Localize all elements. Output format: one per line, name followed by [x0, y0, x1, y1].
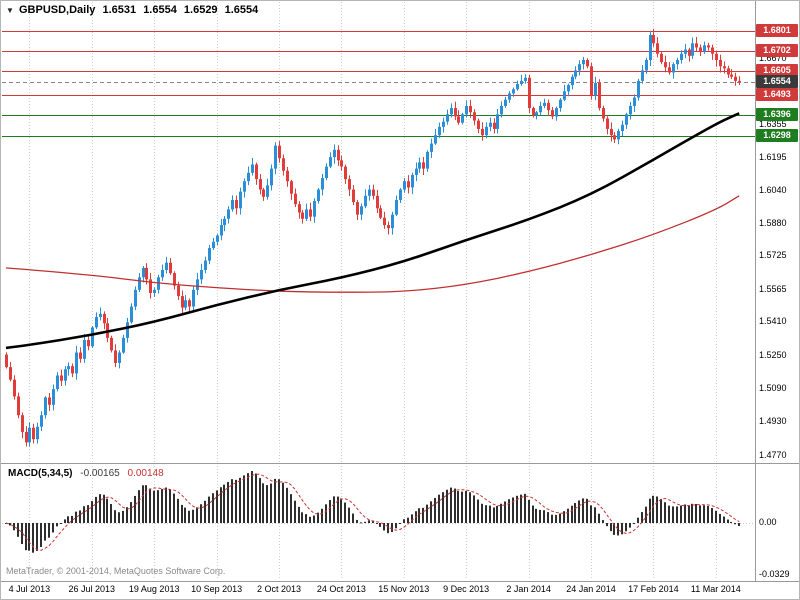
- level-price-tag[interactable]: 1.6396: [756, 108, 798, 122]
- symbol-name: GBPUSD,Daily: [18, 4, 96, 16]
- level-price-tag[interactable]: 1.6702: [756, 44, 798, 58]
- low-value: 1.6529: [183, 4, 218, 16]
- macd-name: MACD(5,34,5): [8, 468, 73, 479]
- date-axis-label: 24 Jan 2014: [566, 584, 616, 594]
- ohlc-header: ▼ GBPUSD,Daily 1.6531 1.6554 1.6529 1.65…: [6, 4, 262, 16]
- open-value: 1.6531: [102, 4, 137, 16]
- price-tick-label: 1.6195: [759, 152, 787, 163]
- price-tick-label: 1.5250: [759, 349, 787, 360]
- date-axis-label: 9 Dec 2013: [443, 584, 490, 594]
- date-axis-label: 19 Aug 2013: [128, 584, 180, 594]
- date-axis-label: 2 Oct 2013: [256, 584, 302, 594]
- price-tick-label: 1.5725: [759, 250, 787, 261]
- date-axis-label: 24 Oct 2013: [316, 584, 366, 594]
- date-axis-label: 4 Jul 2013: [8, 584, 51, 594]
- price-tick-label: 1.5880: [759, 217, 787, 228]
- date-axis-label: 2 Jan 2014: [506, 584, 551, 594]
- macd-signal-value: 0.00148: [127, 468, 164, 479]
- level-price-tag[interactable]: 1.6493: [756, 87, 798, 101]
- date-axis-label: 26 Jul 2013: [68, 584, 116, 594]
- macd-zero-label: 0.00: [759, 517, 777, 527]
- price-tick-label: 1.6355: [759, 118, 787, 129]
- macd-min-label: -0.0329: [759, 569, 790, 579]
- level-price-tag[interactable]: 1.6298: [756, 128, 798, 142]
- price-tick-label: 1.5090: [759, 383, 787, 394]
- price-tick-label: 1.5565: [759, 283, 787, 294]
- date-axis-label: 11 Mar 2014: [690, 584, 741, 594]
- macd-indicator-label: MACD(5,34,5) -0.00165 0.00148: [8, 468, 164, 479]
- copyright-notice: MetaTrader, © 2001-2014, MetaQuotes Soft…: [6, 566, 226, 576]
- price-tick-label: 1.4930: [759, 416, 787, 427]
- price-tick-label: 1.6670: [759, 52, 787, 63]
- date-axis-label: 10 Sep 2013: [191, 584, 243, 594]
- date-axis-label: 17 Feb 2014: [628, 584, 679, 594]
- price-tick-label: 1.6040: [759, 184, 787, 195]
- level-price-tag[interactable]: 1.6605: [756, 64, 798, 78]
- level-price-tag[interactable]: 1.6801: [756, 23, 798, 37]
- date-axis-label: 15 Nov 2013: [378, 584, 430, 594]
- high-value: 1.6554: [143, 4, 177, 16]
- current-price-tag: 1.6554: [756, 75, 798, 89]
- close-value: 1.6554: [224, 4, 259, 16]
- price-tick-label: 1.5410: [759, 316, 787, 327]
- macd-value: -0.00165: [80, 468, 120, 479]
- symbol-marker-icon: ▼: [6, 6, 14, 15]
- price-tick-label: 1.4770: [759, 449, 787, 460]
